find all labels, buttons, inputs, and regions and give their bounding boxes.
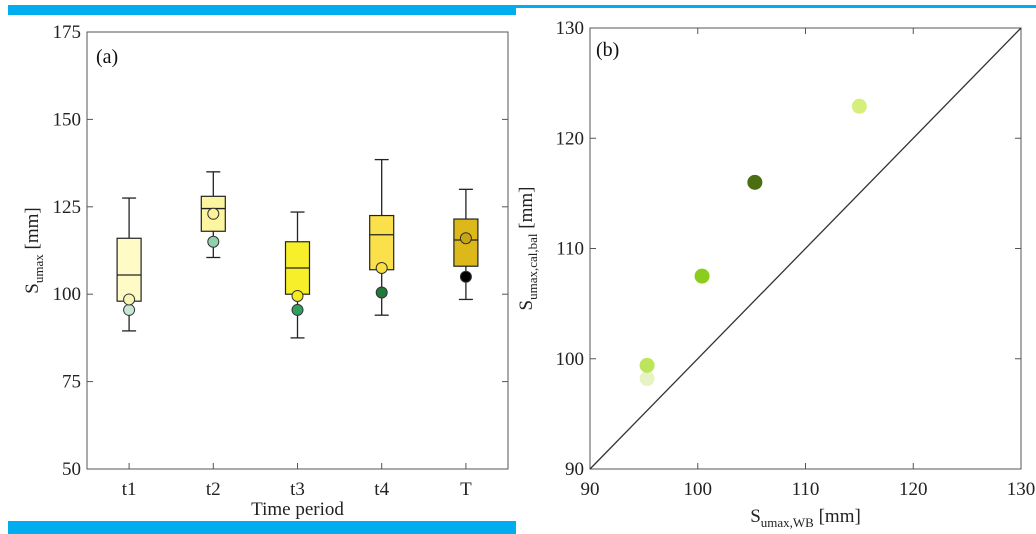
panel-b-ytick-label: 120 — [556, 128, 585, 149]
panel-b-xtick-label: 90 — [581, 479, 600, 500]
panel-b-label: (b) — [596, 39, 619, 61]
panel-a-xtick-label: t1 — [122, 479, 137, 500]
panel-a-xtick-label: T — [460, 479, 472, 500]
panel-a-xtick-label: t4 — [374, 479, 389, 500]
panel-b-ytick-label: 90 — [565, 459, 584, 480]
panel-a-ytick-label: 50 — [62, 459, 81, 480]
panel-b-xtick-label: 110 — [792, 479, 820, 500]
box-extra-point — [459, 270, 472, 283]
box-iqr — [369, 214, 395, 271]
panel-b-xtick-label: 130 — [1007, 479, 1036, 500]
panel-a-ytick-label: 100 — [53, 284, 82, 305]
box-mean-marker — [459, 232, 472, 245]
panel-b-ylabel-subscript: umax,cal,bal — [525, 233, 540, 300]
panel-a-label: (a) — [96, 46, 118, 68]
panel-a-ytick-label: 150 — [53, 109, 82, 130]
panel-b-ytick-label: 130 — [556, 18, 585, 39]
panel-b-xlabel: Sumax,WB [mm] — [750, 506, 861, 530]
box-mean-marker — [291, 289, 304, 302]
scatter-point — [639, 371, 655, 387]
panel-a-ylabel-subscript: umax — [31, 254, 46, 283]
panel-b-ytick-label: 110 — [556, 239, 584, 260]
box-mean-marker — [375, 261, 388, 274]
panel-a-ytick-label: 175 — [53, 22, 82, 43]
panel-b-xlabel-unit: [mm] — [814, 506, 861, 527]
panel-a-ytick-label: 125 — [53, 197, 82, 218]
box-mean-marker — [123, 293, 136, 306]
box-extra-point — [123, 303, 136, 316]
box-extra-point — [291, 303, 304, 316]
panel-a-xtick-label: t3 — [290, 479, 305, 500]
top-accent-bar-right — [516, 5, 1036, 8]
scatter-point — [851, 98, 867, 114]
panel-a-ylabel: Sumax [mm] — [22, 207, 46, 293]
panel-b-ylabel-unit: [mm] — [516, 187, 537, 234]
bottom-accent-bar — [8, 521, 516, 534]
panel-a-ytick-label: 75 — [62, 372, 81, 393]
panel-b-xtick-label: 120 — [899, 479, 928, 500]
panel-b-xtick-label: 100 — [684, 479, 713, 500]
panel-b-ytick-label: 100 — [556, 349, 585, 370]
panel-a-xtick-label: t2 — [206, 479, 221, 500]
panel-a-ylabel-unit: [mm] — [22, 207, 43, 254]
scatter-point — [747, 174, 763, 190]
box-iqr — [116, 237, 142, 302]
panel-a-xlabel: Time period — [251, 499, 344, 520]
one-to-one-line — [589, 27, 1022, 470]
box-extra-point — [375, 286, 388, 299]
panel-b-xlabel-symbol: S — [750, 506, 761, 527]
top-accent-bar-left — [8, 5, 516, 15]
box-mean-marker — [207, 207, 220, 220]
box-extra-point — [207, 235, 220, 248]
scatter-point — [694, 268, 710, 284]
panel-b-xlabel-subscript: umax,WB — [761, 515, 814, 530]
scatter-point — [639, 357, 655, 373]
panel-a-ylabel-symbol: S — [22, 283, 43, 294]
panel-b-ylabel: Sumax,cal,bal [mm] — [516, 187, 540, 311]
panel-b-ylabel-symbol: S — [516, 300, 537, 311]
